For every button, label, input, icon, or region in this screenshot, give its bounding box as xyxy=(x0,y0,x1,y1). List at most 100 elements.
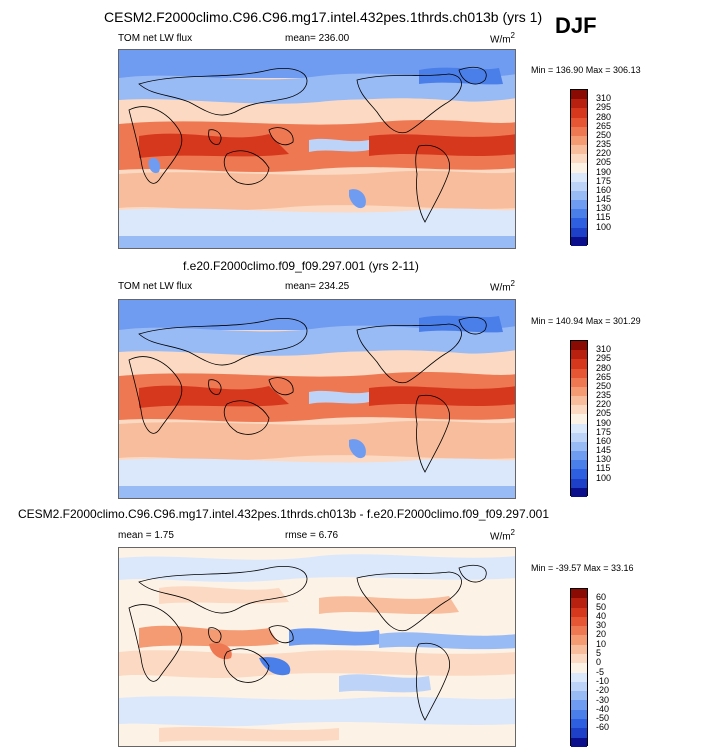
colorbar-tick-label: -5 xyxy=(596,666,605,677)
colorbar-swatch xyxy=(571,154,587,164)
panel2-variable-label: TOM net LW flux xyxy=(118,281,193,292)
colorbar-swatch xyxy=(571,368,587,378)
panel1-map xyxy=(118,49,516,249)
colorbar-swatch xyxy=(571,423,587,433)
colorbar-tick-label: 265 xyxy=(596,120,612,131)
panel1-minmax: Min = 136.90 Max = 306.13 xyxy=(531,65,641,75)
colorbar-swatch xyxy=(571,451,587,461)
colorbar-swatch xyxy=(571,386,587,397)
colorbar-tick-label: 10 xyxy=(596,638,607,649)
colorbar-swatch xyxy=(571,377,587,387)
colorbar-swatch xyxy=(571,607,587,617)
colorbar-tick-label: 5 xyxy=(596,648,602,659)
colorbar-swatch xyxy=(571,135,587,146)
panel2-title: f.e20.F2000climo.f09_f09.297.001 (yrs 2-… xyxy=(183,259,419,273)
colorbar-swatch xyxy=(571,108,587,118)
colorbar-swatch xyxy=(571,635,587,645)
panel1-colorbar xyxy=(570,89,588,246)
colorbar-tick-label: 280 xyxy=(596,111,612,122)
colorbar-swatch xyxy=(571,616,587,627)
colorbar-tick-label: 220 xyxy=(596,148,612,159)
panel3-map xyxy=(118,547,516,747)
colorbar-tick-label: 100 xyxy=(596,221,612,232)
colorbar-tick-label: 250 xyxy=(596,129,612,140)
colorbar-swatch xyxy=(571,126,587,136)
colorbar-swatch xyxy=(571,227,587,237)
colorbar-swatch xyxy=(571,172,587,182)
colorbar-tick-label: -10 xyxy=(596,675,610,686)
colorbar-swatch xyxy=(571,728,587,738)
colorbar-tick-label: 130 xyxy=(596,454,612,465)
panel2-mean-label: mean= 234.25 xyxy=(285,281,350,292)
panel2-units: W/m2 xyxy=(490,279,515,294)
colorbar-tick-label: -50 xyxy=(596,713,610,724)
colorbar-tick-label: 20 xyxy=(596,629,607,640)
colorbar-swatch xyxy=(571,700,587,710)
colorbar-swatch xyxy=(571,350,587,360)
colorbar-swatch xyxy=(571,218,587,228)
panel1-mean-label: mean= 236.00 xyxy=(285,33,350,44)
colorbar-tick-label: 100 xyxy=(596,472,612,483)
colorbar-swatch xyxy=(571,644,587,654)
colorbar-tick-label: 190 xyxy=(596,417,612,428)
colorbar-tick-label: 160 xyxy=(596,435,612,446)
colorbar-swatch xyxy=(571,90,587,100)
colorbar-swatch xyxy=(571,209,587,219)
colorbar-tick-label: 40 xyxy=(596,610,607,621)
colorbar-swatch xyxy=(571,737,587,747)
colorbar-tick-label: 280 xyxy=(596,362,612,373)
colorbar-swatch xyxy=(571,190,587,201)
colorbar-tick-label: 205 xyxy=(596,408,612,419)
panel3-units: W/m2 xyxy=(490,528,515,543)
colorbar-tick-label: 295 xyxy=(596,353,612,364)
colorbar-swatch xyxy=(571,117,587,127)
colorbar-swatch xyxy=(571,405,587,415)
colorbar-swatch xyxy=(571,626,587,636)
colorbar-tick-label: 235 xyxy=(596,390,612,401)
colorbar-tick-label: 115 xyxy=(596,463,611,474)
colorbar-tick-label: 145 xyxy=(596,194,612,205)
colorbar-tick-label: 160 xyxy=(596,184,612,195)
colorbar-swatch xyxy=(571,709,587,719)
colorbar-swatch xyxy=(571,432,587,442)
colorbar-tick-label: 60 xyxy=(596,592,607,603)
colorbar-swatch xyxy=(571,691,587,701)
colorbar-swatch xyxy=(571,681,587,692)
season-label: DJF xyxy=(555,13,597,38)
panel3-colorbar xyxy=(570,588,588,747)
panel3-title: CESM2.F2000climo.C96.C96.mg17.intel.432p… xyxy=(18,507,549,521)
colorbar-tick-label: 190 xyxy=(596,166,612,177)
colorbar-tick-label: 205 xyxy=(596,157,612,168)
panel2-map xyxy=(118,299,516,499)
colorbar-swatch xyxy=(571,359,587,369)
colorbar-tick-label: 50 xyxy=(596,601,607,612)
colorbar-swatch xyxy=(571,460,587,470)
colorbar-swatch xyxy=(571,663,587,673)
panel2-field xyxy=(119,300,515,498)
colorbar-swatch xyxy=(571,145,587,155)
colorbar-tick-label: -20 xyxy=(596,685,610,696)
colorbar-tick-label: 30 xyxy=(596,620,607,631)
panel1-variable-label: TOM net LW flux xyxy=(118,33,193,44)
colorbar-tick-label: 145 xyxy=(596,445,612,456)
colorbar-swatch xyxy=(571,396,587,406)
panel1-field xyxy=(119,50,515,248)
colorbar-swatch xyxy=(571,181,587,191)
colorbar-swatch xyxy=(571,236,587,246)
colorbar-swatch xyxy=(571,441,587,452)
colorbar-tick-label: 265 xyxy=(596,371,612,382)
panel3-minmax: Min = -39.57 Max = 33.16 xyxy=(531,563,634,573)
colorbar-tick-label: 250 xyxy=(596,380,612,391)
panel2-colorbar xyxy=(570,340,588,497)
colorbar-tick-label: 295 xyxy=(596,102,612,113)
colorbar-tick-label: -40 xyxy=(596,703,610,714)
colorbar-swatch xyxy=(571,341,587,351)
colorbar-tick-label: 0 xyxy=(596,657,602,668)
colorbar-tick-label: 175 xyxy=(596,175,612,186)
colorbar-tick-label: 175 xyxy=(596,426,612,437)
colorbar-swatch xyxy=(571,718,587,729)
colorbar-swatch xyxy=(571,589,587,599)
colorbar-tick-label: 310 xyxy=(596,344,612,355)
colorbar-swatch xyxy=(571,487,587,497)
colorbar-swatch xyxy=(571,478,587,488)
